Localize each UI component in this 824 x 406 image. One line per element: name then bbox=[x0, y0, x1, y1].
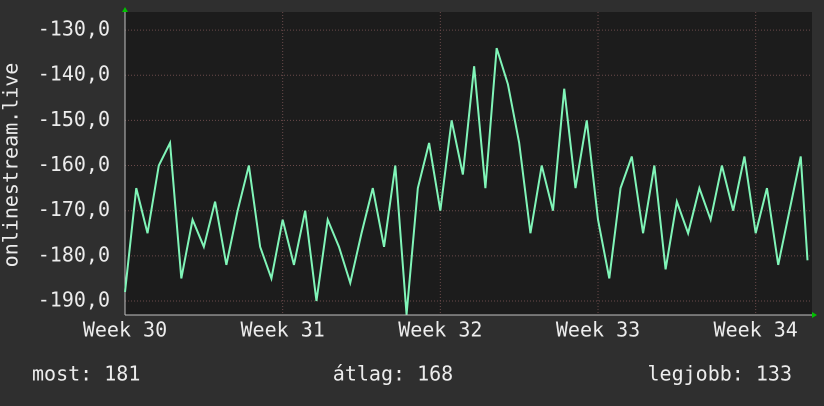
x-tick-label: Week 31 bbox=[241, 318, 325, 342]
footer-average: átlag: 168 bbox=[333, 362, 453, 386]
axis-arrow bbox=[812, 312, 817, 318]
y-tick-label: -190,0 bbox=[38, 288, 110, 312]
y-tick-label: -180,0 bbox=[38, 242, 110, 266]
x-tick-label: Week 30 bbox=[83, 318, 167, 342]
y-tick-label: -150,0 bbox=[38, 107, 110, 131]
footer-best: legjobb: 133 bbox=[648, 362, 793, 386]
footer-current: most: 181 bbox=[32, 362, 140, 386]
axis-arrow bbox=[122, 7, 128, 12]
data-line bbox=[124, 47, 809, 315]
y-tick-label: -130,0 bbox=[38, 17, 110, 41]
y-tick-label: -160,0 bbox=[38, 152, 110, 176]
y-axis-label: onlinestream.live bbox=[0, 63, 23, 268]
y-tick-label: -170,0 bbox=[38, 197, 110, 221]
x-tick-label: Week 33 bbox=[556, 318, 640, 342]
y-tick-label: -140,0 bbox=[38, 62, 110, 86]
plot-area bbox=[125, 12, 812, 315]
x-tick-label: Week 34 bbox=[714, 318, 798, 342]
x-tick-label: Week 32 bbox=[398, 318, 482, 342]
